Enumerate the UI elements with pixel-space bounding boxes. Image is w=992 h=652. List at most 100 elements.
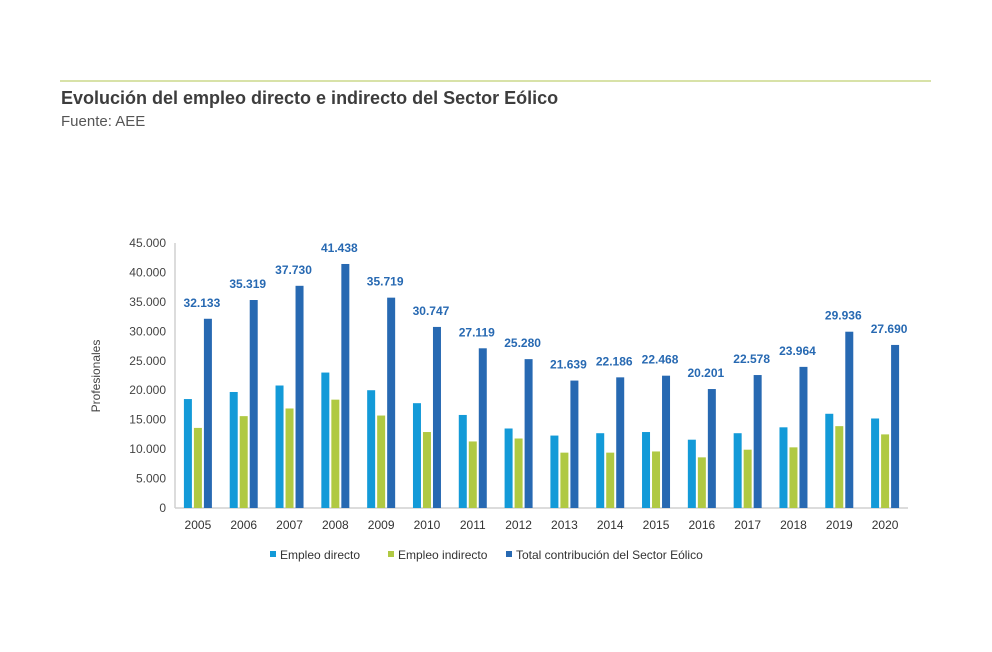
- data-label: 23.964: [779, 344, 816, 358]
- x-tick-label: 2017: [734, 518, 761, 532]
- bar-total: [707, 389, 716, 508]
- bar-direct: [321, 372, 330, 508]
- bar-total: [478, 348, 487, 508]
- x-tick-label: 2011: [460, 518, 486, 532]
- legend-swatch: [506, 551, 512, 557]
- bar-total: [845, 331, 854, 508]
- y-axis-label: Profesionales: [89, 340, 103, 413]
- bar-indirect: [514, 438, 523, 508]
- data-label: 27.690: [871, 322, 908, 336]
- x-tick-label: 2012: [505, 518, 532, 532]
- x-tick-label: 2006: [230, 518, 257, 532]
- data-label: 22.578: [733, 352, 770, 366]
- data-label: 30.747: [413, 304, 450, 318]
- bar-indirect: [560, 452, 569, 508]
- bar-direct: [825, 413, 834, 508]
- x-tick-label: 2020: [872, 518, 899, 532]
- data-label: 21.639: [550, 358, 587, 372]
- legend-label: Empleo indirecto: [398, 548, 488, 562]
- data-label: 22.468: [642, 353, 679, 367]
- x-tick-label: 2009: [368, 518, 395, 532]
- bar-total: [616, 377, 625, 508]
- x-tick-label: 2014: [597, 518, 624, 532]
- bar-total: [295, 285, 304, 508]
- bar-total: [432, 326, 441, 508]
- chart-title: Evolución del empleo directo e indirecto…: [61, 88, 559, 108]
- bar-total: [799, 366, 808, 508]
- bar-indirect: [331, 399, 340, 508]
- bar-indirect: [468, 441, 477, 508]
- x-tick-label: 2019: [826, 518, 853, 532]
- data-label: 41.438: [321, 241, 358, 255]
- legend-swatch: [388, 551, 394, 557]
- bar-direct: [275, 385, 284, 508]
- bar-indirect: [835, 426, 844, 508]
- x-tick-label: 2018: [780, 518, 807, 532]
- x-tick-label: 2010: [414, 518, 441, 532]
- bar-total: [753, 375, 762, 508]
- x-tick-label: 2008: [322, 518, 349, 532]
- bar-total: [662, 375, 671, 508]
- bar-indirect: [422, 432, 431, 508]
- bar-indirect: [697, 457, 706, 508]
- data-label: 25.280: [504, 336, 541, 350]
- bar-indirect: [285, 408, 294, 508]
- bar-total: [387, 297, 396, 508]
- y-tick-label: 45.000: [129, 236, 166, 250]
- data-label: 20.201: [687, 366, 724, 380]
- data-label: 37.730: [275, 263, 312, 277]
- bar-direct: [412, 403, 421, 508]
- bar-indirect: [743, 449, 752, 508]
- bar-direct: [779, 427, 788, 508]
- bar-direct: [458, 414, 467, 508]
- bar-direct: [504, 428, 513, 508]
- bar-total: [249, 300, 258, 508]
- bar-direct: [733, 433, 742, 508]
- bar-direct: [550, 435, 559, 508]
- legend-label: Total contribución del Sector Eólico: [516, 548, 703, 562]
- x-tick-label: 2005: [185, 518, 212, 532]
- bar-indirect: [652, 451, 661, 508]
- bar-indirect: [239, 416, 248, 508]
- y-tick-label: 30.000: [129, 324, 166, 338]
- data-label: 35.719: [367, 275, 404, 289]
- bar-direct: [229, 391, 238, 508]
- y-tick-label: 40.000: [129, 265, 166, 279]
- y-tick-label: 15.000: [129, 413, 166, 427]
- data-label: 35.319: [229, 277, 266, 291]
- data-label: 29.936: [825, 309, 862, 323]
- bar-direct: [687, 439, 696, 508]
- top-rule: [60, 80, 931, 82]
- bar-total: [203, 318, 212, 508]
- legend-label: Empleo directo: [280, 548, 360, 562]
- data-label: 32.133: [184, 296, 221, 310]
- bar-total: [891, 344, 900, 508]
- y-tick-label: 25.000: [129, 354, 166, 368]
- bar-direct: [183, 399, 192, 508]
- bar-indirect: [377, 415, 386, 508]
- x-tick-label: 2015: [643, 518, 670, 532]
- bar-total: [570, 380, 579, 508]
- data-label: 22.186: [596, 354, 633, 368]
- bar-indirect: [193, 427, 202, 508]
- bar-direct: [642, 432, 651, 508]
- x-tick-label: 2013: [551, 518, 578, 532]
- bar-indirect: [606, 452, 615, 508]
- y-tick-label: 20.000: [129, 383, 166, 397]
- bar-total: [524, 359, 533, 508]
- x-tick-label: 2007: [276, 518, 303, 532]
- bar-direct: [367, 390, 376, 508]
- bar-indirect: [881, 434, 890, 508]
- y-tick-label: 0: [159, 501, 166, 515]
- y-tick-label: 10.000: [129, 442, 166, 456]
- y-tick-label: 35.000: [129, 295, 166, 309]
- bar-direct: [871, 418, 880, 508]
- x-tick-label: 2016: [688, 518, 715, 532]
- bar-indirect: [789, 447, 798, 508]
- bar-total: [341, 263, 350, 508]
- data-label: 27.119: [459, 325, 495, 339]
- legend-swatch: [270, 551, 276, 557]
- chart-subtitle: Fuente: AEE: [61, 113, 146, 130]
- bar-direct: [596, 433, 605, 508]
